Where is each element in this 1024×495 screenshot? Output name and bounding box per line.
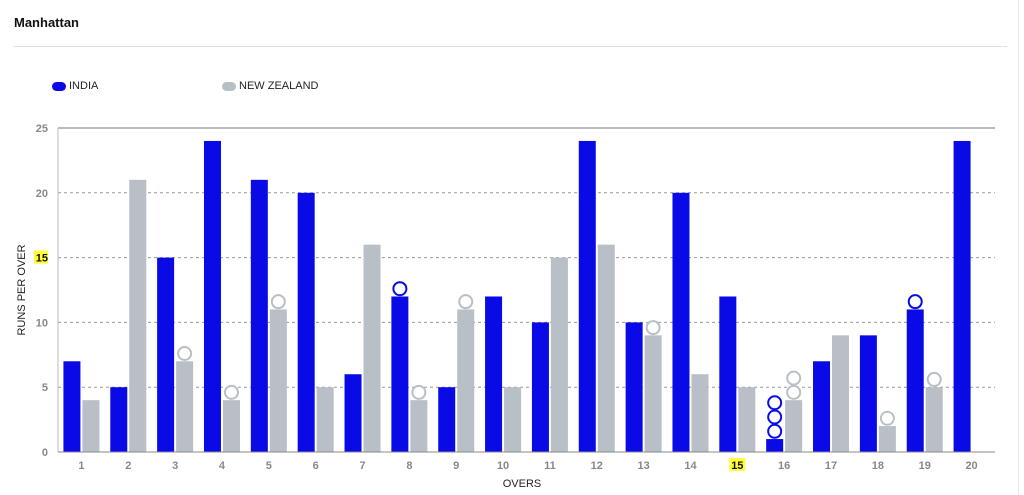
- bar-new-zealand-over-5[interactable]: [269, 309, 287, 452]
- bar-india-over-5[interactable]: [250, 179, 268, 452]
- bar-new-zealand-over-12[interactable]: [597, 244, 615, 452]
- bar-new-zealand-over-3[interactable]: [176, 361, 194, 452]
- x-tick-label: 10: [497, 460, 509, 472]
- wicket-marker[interactable]: [223, 384, 239, 400]
- bar-india-over-3[interactable]: [157, 257, 175, 452]
- x-tick-highlight: [729, 458, 746, 471]
- bar-india-over-16[interactable]: [766, 439, 784, 452]
- bar-new-zealand-over-9[interactable]: [457, 309, 475, 452]
- bar-india-over-11[interactable]: [531, 322, 549, 452]
- bar-new-zealand-over-11[interactable]: [550, 257, 568, 452]
- wicket-marker[interactable]: [926, 371, 942, 387]
- x-tick-label: 9: [453, 460, 459, 472]
- wicket-marker[interactable]: [767, 395, 783, 411]
- x-tick-label: 6: [313, 460, 319, 472]
- bar-new-zealand-over-17[interactable]: [832, 335, 850, 452]
- legend-item-india[interactable]: INDIA: [52, 80, 98, 92]
- bar-india-over-12[interactable]: [578, 140, 596, 452]
- x-tick-label: 17: [825, 460, 837, 472]
- bar-india-over-19[interactable]: [906, 309, 924, 452]
- bar-new-zealand-over-1[interactable]: [82, 400, 100, 452]
- bar-india-over-2[interactable]: [110, 387, 128, 452]
- bar-india-over-8[interactable]: [391, 296, 409, 452]
- bar-new-zealand-over-15[interactable]: [738, 387, 756, 452]
- x-tick-label: 4: [219, 460, 226, 472]
- card-title: Manhattan: [14, 15, 79, 30]
- x-tick-label: 2: [125, 460, 131, 472]
- bar-india-over-7[interactable]: [344, 374, 362, 452]
- bar-new-zealand-over-10[interactable]: [504, 387, 522, 452]
- wicket-marker[interactable]: [786, 370, 802, 386]
- bar-india-over-17[interactable]: [813, 361, 831, 452]
- y-axis-title: RUNS PER OVER: [16, 244, 28, 335]
- bar-india-over-15[interactable]: [719, 296, 737, 452]
- bar-india-over-20[interactable]: [953, 140, 971, 452]
- bar-india-over-1[interactable]: [63, 361, 81, 452]
- legend-label-new-zealand: NEW ZEALAND: [239, 80, 319, 92]
- wicket-marker[interactable]: [177, 346, 193, 362]
- y-tick-label: 0: [42, 447, 48, 459]
- legend-label-india: INDIA: [69, 80, 99, 92]
- x-tick-label: 7: [359, 460, 365, 472]
- wicket-marker[interactable]: [907, 294, 923, 310]
- bar-india-over-9[interactable]: [438, 387, 456, 452]
- wicket-marker[interactable]: [786, 384, 802, 400]
- wicket-marker[interactable]: [411, 384, 427, 400]
- x-tick-label: 12: [591, 460, 603, 472]
- legend-item-new-zealand[interactable]: NEW ZEALAND: [222, 80, 318, 92]
- wicket-marker[interactable]: [458, 294, 474, 310]
- bar-new-zealand-over-2[interactable]: [129, 179, 147, 452]
- x-axis-title: OVERS: [503, 478, 542, 490]
- bar-india-over-18[interactable]: [859, 335, 877, 452]
- wicket-marker[interactable]: [767, 423, 783, 439]
- x-tick-label: 8: [406, 460, 412, 472]
- y-tick-highlight: [34, 250, 48, 264]
- x-tick-label: 5: [266, 460, 272, 472]
- y-tick-label: 10: [36, 317, 48, 329]
- wicket-marker[interactable]: [645, 320, 661, 336]
- bar-new-zealand-over-18[interactable]: [878, 426, 896, 452]
- wicket-marker[interactable]: [879, 410, 895, 426]
- x-tick-label: 1: [78, 460, 84, 472]
- bar-india-over-14[interactable]: [672, 192, 690, 453]
- bar-india-over-13[interactable]: [625, 322, 643, 452]
- bar-india-over-10[interactable]: [485, 296, 503, 452]
- x-tick-label: 20: [965, 460, 977, 472]
- x-tick-label: 3: [172, 460, 178, 472]
- bar-layer: [63, 140, 971, 453]
- x-tick-label: 15: [731, 460, 743, 472]
- y-tick-label: 25: [36, 123, 48, 135]
- x-tick-label: 14: [684, 460, 697, 472]
- bar-new-zealand-over-13[interactable]: [644, 335, 662, 452]
- wicket-layer: [177, 281, 942, 439]
- y-tick-label: 15: [36, 253, 48, 265]
- wicket-marker[interactable]: [392, 281, 408, 297]
- bar-new-zealand-over-14[interactable]: [691, 374, 709, 452]
- bar-new-zealand-over-8[interactable]: [410, 400, 428, 452]
- y-tick-label: 20: [36, 188, 48, 200]
- x-tick-label: 16: [778, 460, 790, 472]
- bar-india-over-6[interactable]: [297, 192, 315, 453]
- legend-swatch-india: [52, 81, 66, 91]
- x-tick-label: 13: [638, 460, 650, 472]
- bar-new-zealand-over-16[interactable]: [785, 400, 803, 452]
- bar-new-zealand-over-4[interactable]: [222, 400, 240, 452]
- wicket-marker[interactable]: [270, 294, 286, 310]
- x-tick-label: 19: [919, 460, 931, 472]
- bar-new-zealand-over-7[interactable]: [363, 244, 381, 452]
- grid-layer: [58, 127, 995, 388]
- bar-new-zealand-over-6[interactable]: [316, 387, 334, 452]
- x-tick-label: 18: [872, 460, 884, 472]
- bar-india-over-4[interactable]: [203, 140, 221, 452]
- y-tick-label: 5: [42, 382, 48, 394]
- x-tick-label: 11: [544, 460, 556, 472]
- legend-swatch-new-zealand: [222, 81, 236, 91]
- bar-new-zealand-over-19[interactable]: [925, 387, 943, 452]
- wicket-marker[interactable]: [767, 409, 783, 425]
- title-divider: [14, 46, 1007, 47]
